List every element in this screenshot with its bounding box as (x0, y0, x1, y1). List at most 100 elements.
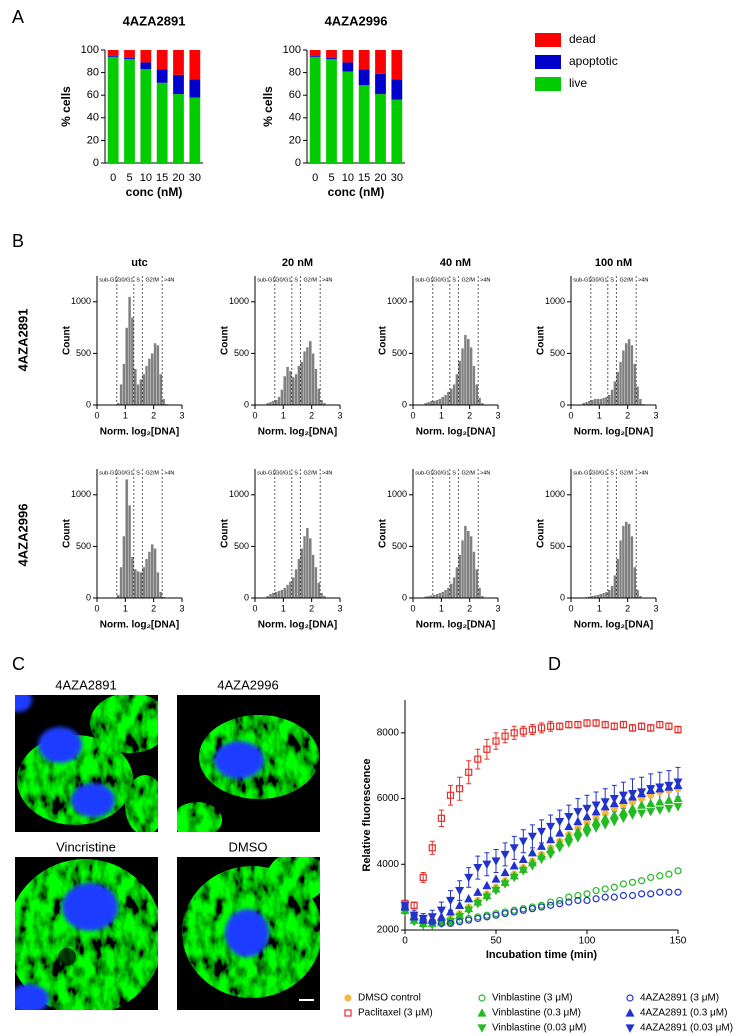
point (600, 821, 610, 830)
histogram-bar (130, 556, 134, 599)
histogram-bar (142, 566, 146, 599)
y-tick-label: 1000 (229, 296, 249, 306)
y-tick-label: 500 (234, 541, 249, 551)
error-bar (657, 720, 663, 729)
row-label: 4AZA2996 (15, 504, 30, 567)
point (674, 888, 682, 896)
point (491, 857, 501, 866)
point (656, 721, 664, 729)
point (445, 896, 456, 906)
histogram-bar (128, 296, 132, 406)
histogram-bar (136, 571, 140, 599)
histogram-bar (624, 342, 628, 406)
histogram-bar (619, 540, 623, 599)
histogram-bar (153, 342, 157, 406)
x-tick-label: 30 (189, 172, 201, 184)
x-tick-label: 50 (490, 936, 502, 947)
point (656, 888, 664, 896)
error-bar (475, 748, 481, 770)
panel-label: D (548, 654, 561, 674)
gate-label: G2/M (620, 470, 634, 476)
bar-segment (342, 62, 354, 72)
point (555, 828, 565, 837)
bar-segment (156, 69, 168, 83)
point (646, 798, 656, 808)
point (474, 914, 482, 923)
y-tick-label: 500 (392, 348, 407, 358)
micrograph (177, 857, 320, 1010)
histogram-bar (130, 317, 134, 406)
histogram-bar (150, 353, 154, 406)
point (628, 891, 637, 900)
y-tick-label: 500 (76, 348, 91, 358)
gate-label: G0/G1 (591, 470, 607, 476)
y-axis-label: Count (378, 518, 389, 548)
point (546, 834, 556, 844)
gate-label: G2/M (304, 470, 318, 476)
point (456, 785, 464, 793)
histogram-bar (317, 388, 321, 406)
point (428, 844, 436, 852)
bar-segment (375, 50, 386, 74)
histogram-bar (607, 394, 611, 406)
y-axis-label: Count (62, 325, 73, 355)
legend-marker (478, 994, 486, 1002)
point (446, 791, 455, 799)
histogram-bar (283, 587, 287, 599)
gate-label: sub-G1 (573, 470, 591, 476)
point (473, 900, 483, 909)
point (528, 905, 537, 913)
bar-segment (391, 50, 403, 80)
x-tick-label: 2 (151, 603, 156, 613)
point (646, 785, 656, 794)
x-tick-label: 15 (358, 172, 370, 184)
histogram-bar (438, 592, 442, 599)
point (527, 862, 537, 871)
bar-segment (140, 62, 152, 70)
point (546, 898, 555, 906)
legend-label: Vinblastine (3 μM) (492, 993, 573, 1004)
x-tick-label: 2 (467, 410, 472, 420)
histogram-bar (596, 398, 600, 406)
gate-label: sub-G1 (99, 277, 117, 283)
chart-title: 4AZA2891 (123, 13, 186, 28)
histogram-bar (638, 398, 642, 406)
histogram-bar (466, 338, 470, 406)
gate-label: G0/G1 (591, 277, 607, 283)
histogram-bar (616, 558, 620, 599)
bar-segment (173, 74, 184, 95)
point (456, 918, 464, 926)
chart-title: 100 nM (595, 257, 632, 269)
x-tick-label: 3 (337, 603, 342, 613)
gate-label: G0/G1 (275, 470, 291, 476)
bar-segment (140, 50, 152, 63)
x-tick-label: 3 (495, 603, 500, 613)
x-tick-label: 3 (495, 410, 500, 420)
bar-segment (358, 69, 370, 86)
error-bar (593, 719, 599, 727)
point (637, 809, 647, 819)
bar-segment (375, 73, 386, 95)
point (665, 722, 673, 730)
image-label: DMSO (229, 839, 268, 854)
error-bar (457, 776, 463, 801)
point (618, 806, 628, 816)
y-tick-label: 1000 (71, 489, 91, 499)
histogram-bar (122, 535, 126, 599)
histogram-bar (587, 400, 591, 406)
histogram-bar (128, 504, 132, 599)
bar-segment (375, 94, 386, 163)
point (601, 885, 609, 893)
point (637, 722, 646, 730)
histogram-bar (593, 398, 597, 406)
histogram-bar (478, 397, 482, 406)
point (646, 808, 656, 817)
x-tick-label: 2 (625, 410, 630, 420)
micrograph (177, 695, 320, 832)
x-tick-label: 1 (123, 410, 128, 420)
bar-segment (342, 50, 354, 63)
histogram-bar (461, 348, 465, 406)
histogram-bar (619, 361, 623, 406)
point (491, 886, 501, 896)
histogram-bar (122, 363, 126, 406)
